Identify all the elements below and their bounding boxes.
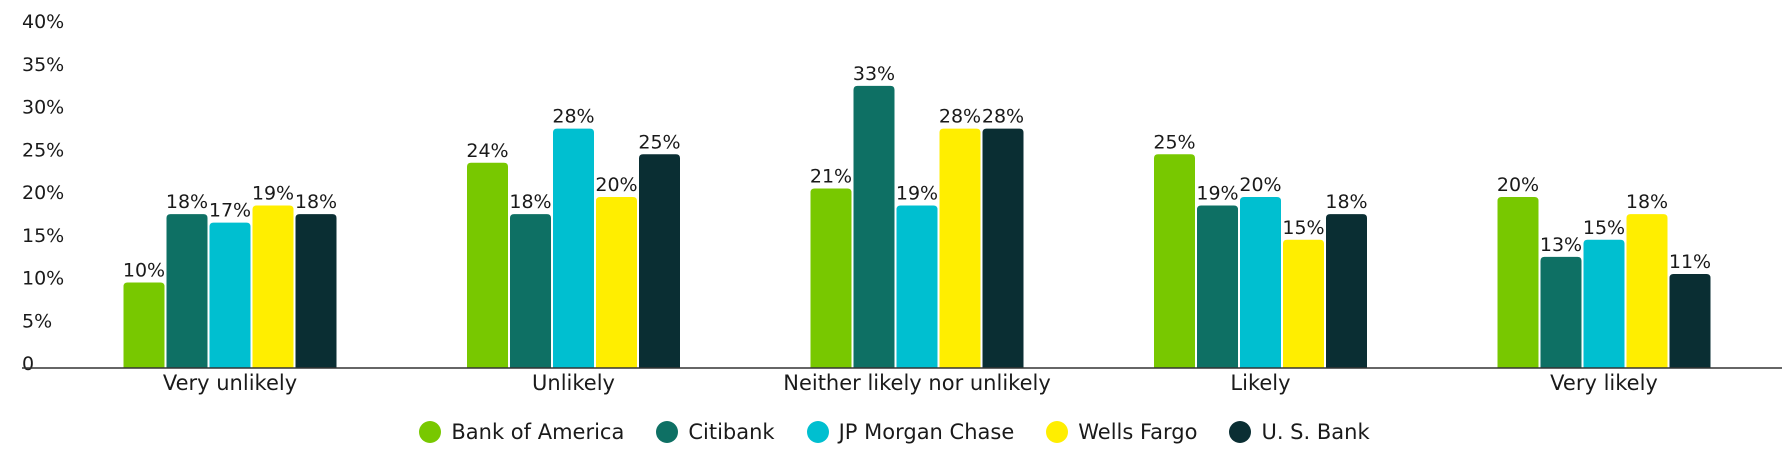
legend-label: U. S. Bank — [1261, 420, 1370, 444]
legend-item: Bank of America — [419, 420, 624, 444]
y-tick-label: 20% — [22, 182, 64, 204]
legend-swatch — [1229, 421, 1252, 443]
data-label: 18% — [166, 191, 208, 213]
bar — [810, 188, 852, 368]
legend-item: Wells Fargo — [1046, 420, 1197, 444]
data-label: 20% — [1239, 174, 1281, 196]
bar — [295, 214, 337, 368]
data-label: 33% — [853, 63, 895, 85]
legend: Bank of America Citibank JP Morgan Chase We… — [0, 412, 1789, 452]
bar — [1497, 197, 1539, 368]
legend-swatch — [1046, 421, 1069, 443]
legend-label: Bank of America — [451, 420, 625, 444]
y-tick-label: 35% — [22, 54, 64, 76]
data-label: 18% — [295, 191, 337, 213]
bar — [510, 214, 551, 368]
x-category-label: Likely — [1230, 371, 1290, 395]
bar — [1240, 197, 1281, 368]
legend-swatch — [806, 421, 829, 443]
bar — [166, 214, 208, 368]
data-label: 28% — [552, 106, 594, 128]
data-label: 28% — [939, 106, 981, 128]
data-label: 25% — [1153, 131, 1195, 153]
data-label: 11% — [1669, 251, 1711, 273]
x-category-label: Very unlikely — [163, 371, 297, 395]
legend-item: U. S. Bank — [1229, 420, 1370, 444]
bar — [896, 205, 938, 368]
data-label: 17% — [209, 200, 251, 222]
x-category-label: Very likely — [1550, 371, 1658, 395]
y-tick-label: 10% — [22, 268, 64, 290]
bar — [1197, 205, 1238, 368]
bar — [939, 128, 981, 368]
data-label: 18% — [509, 191, 551, 213]
legend-swatch — [419, 421, 442, 443]
y-tick-label: 5% — [22, 310, 52, 332]
y-tick-label: 15% — [22, 225, 64, 247]
data-label: 20% — [595, 174, 637, 196]
legend-swatch — [656, 421, 679, 443]
data-label: 19% — [896, 183, 938, 205]
y-tick-label: 25% — [22, 139, 64, 161]
bar-chart: 05%10%15%20%25%30%35%40% 10%18% 17%19% 18%… — [22, 11, 1782, 395]
data-label: 19% — [252, 183, 294, 205]
bar — [639, 154, 680, 368]
y-axis: 0 5% 10% 15% 20% 25% 30% 35% 40% — [22, 11, 64, 375]
data-label: 28% — [982, 106, 1024, 128]
data-label: 24% — [466, 140, 508, 162]
data-label: 21% — [810, 165, 852, 187]
bar — [1626, 214, 1668, 368]
bar — [1583, 239, 1625, 368]
data-label: 20% — [1497, 174, 1539, 196]
y-tick-label: 40% — [22, 11, 64, 33]
legend-label: JP Morgan Chase — [838, 420, 1015, 444]
bar — [553, 128, 594, 368]
legend-item: JP Morgan Chase — [806, 420, 1015, 444]
y-tick-label: 0 — [22, 353, 34, 375]
data-label: 15% — [1282, 217, 1324, 239]
legend-label: Citibank — [688, 420, 775, 444]
legend-label: Wells Fargo — [1078, 420, 1198, 444]
data-label: 15% — [1583, 217, 1625, 239]
bar — [1669, 273, 1711, 368]
y-tick-label: 30% — [22, 97, 64, 119]
bars — [123, 85, 1711, 368]
bar — [1283, 239, 1324, 368]
data-label: 13% — [1540, 234, 1582, 256]
legend-item: Citibank — [656, 420, 775, 444]
data-label: 25% — [638, 131, 680, 153]
bar — [853, 85, 895, 368]
bar — [209, 222, 251, 368]
data-labels: 10%18% 17%19% 18%24%18%28%20%25%21%33%19%2… — [123, 63, 1711, 282]
bar — [596, 197, 637, 368]
x-category-label: Unlikely — [532, 371, 615, 395]
bar — [982, 128, 1024, 368]
bar — [1540, 256, 1582, 368]
bar — [123, 282, 165, 368]
data-label: 19% — [1196, 183, 1238, 205]
bar — [1154, 154, 1195, 368]
x-axis: Very unlikely Unlikely Neither likely nor … — [163, 371, 1658, 395]
data-label: 18% — [1325, 191, 1367, 213]
x-category-label: Neither likely nor unlikely — [783, 371, 1051, 395]
bar — [467, 162, 508, 368]
bar — [252, 205, 294, 368]
data-label: 18% — [1626, 191, 1668, 213]
data-label: 10% — [123, 260, 165, 282]
bar — [1326, 214, 1367, 368]
